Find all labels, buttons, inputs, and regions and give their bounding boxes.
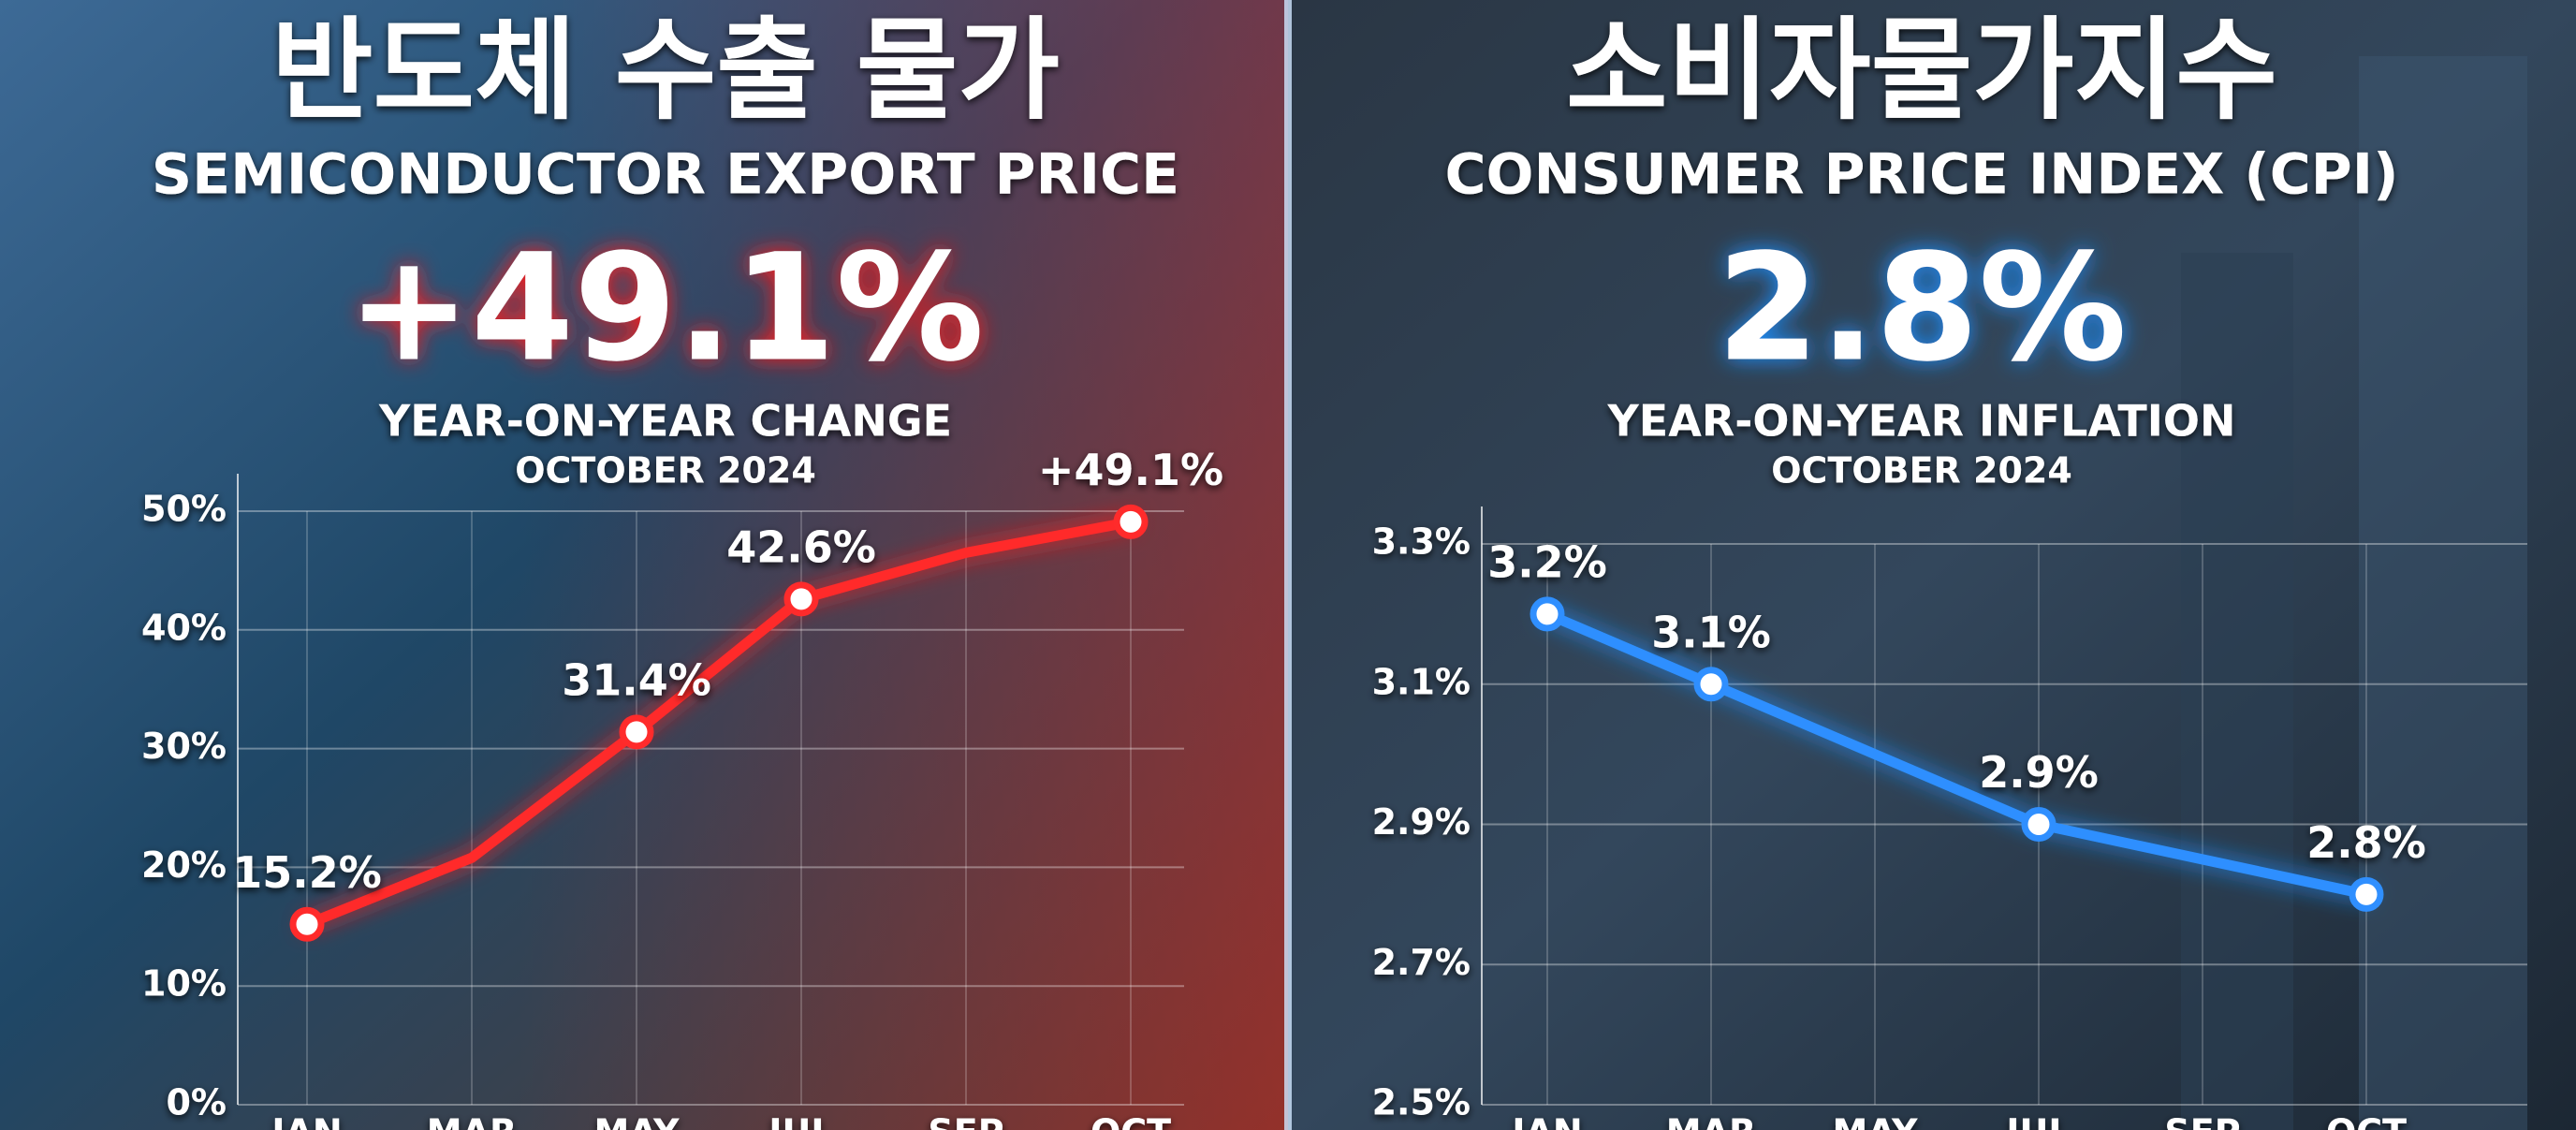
data-point (2349, 876, 2384, 912)
data-point (1113, 504, 1149, 539)
data-point (1530, 596, 1565, 632)
y-tick-label: 2.7% (1372, 942, 1471, 983)
data-point (783, 581, 819, 617)
y-tick-label: 20% (141, 844, 227, 886)
x-tick-label: MAR (427, 1112, 517, 1130)
y-tick-label: 40% (141, 607, 227, 648)
y-tick-label: 30% (141, 726, 227, 767)
caption: YEAR-ON-YEAR INFLATION (1606, 396, 2235, 447)
data-label: 15.2% (232, 847, 382, 898)
x-tick-label: SEP (2164, 1112, 2240, 1130)
date: OCTOBER 2024 (1771, 450, 2072, 492)
data-label: 2.9% (1979, 747, 2099, 798)
x-tick-label: OCT (2326, 1112, 2407, 1130)
headline: +49.1% (347, 222, 985, 394)
subtitle: CONSUMER PRICE INDEX (CPI) (1444, 142, 2398, 208)
data-point (2021, 807, 2056, 842)
x-tick-label: JAN (1509, 1112, 1582, 1130)
red-tint (0, 0, 1288, 1130)
title: 반도체 수출 물가 (271, 6, 1060, 135)
data-point (289, 906, 325, 942)
x-tick-label: JUL (766, 1112, 833, 1130)
data-label: 2.8% (2306, 817, 2426, 868)
x-tick-label: MAR (1666, 1112, 1756, 1130)
title: 소비자물가지수 (1566, 6, 2277, 135)
y-tick-label: 2.9% (1372, 801, 1471, 843)
x-tick-label: MAY (1832, 1112, 1918, 1130)
caption: YEAR-ON-YEAR CHANGE (378, 396, 952, 447)
y-tick-label: 3.3% (1372, 521, 1471, 563)
y-tick-label: 0% (166, 1082, 227, 1123)
divider (1284, 0, 1292, 1130)
y-tick-label: 50% (141, 489, 227, 530)
x-tick-label: JUL (2003, 1112, 2071, 1130)
x-tick-label: JAN (269, 1112, 342, 1130)
headline: 2.8% (1717, 222, 2127, 394)
data-point (1693, 667, 1729, 702)
data-label: 31.4% (562, 654, 711, 705)
building (2181, 253, 2293, 1130)
x-tick-label: MAY (593, 1112, 680, 1130)
y-tick-label: 2.5% (1372, 1082, 1471, 1123)
data-label: 42.6% (726, 521, 876, 572)
y-tick-label: 10% (141, 963, 227, 1005)
data-point (619, 714, 654, 750)
data-label: +49.1% (1038, 445, 1223, 495)
subtitle: SEMICONDUCTOR EXPORT PRICE (152, 142, 1179, 208)
x-tick-label: OCT (1090, 1112, 1171, 1130)
data-label: 3.1% (1651, 607, 1771, 657)
data-line (1542, 609, 2372, 900)
date: OCTOBER 2024 (515, 450, 816, 492)
building (2359, 56, 2527, 1130)
data-line (301, 516, 1136, 930)
y-tick-label: 3.1% (1372, 661, 1471, 702)
x-tick-label: SEP (928, 1112, 1003, 1130)
data-label: 3.2% (1487, 536, 1607, 587)
